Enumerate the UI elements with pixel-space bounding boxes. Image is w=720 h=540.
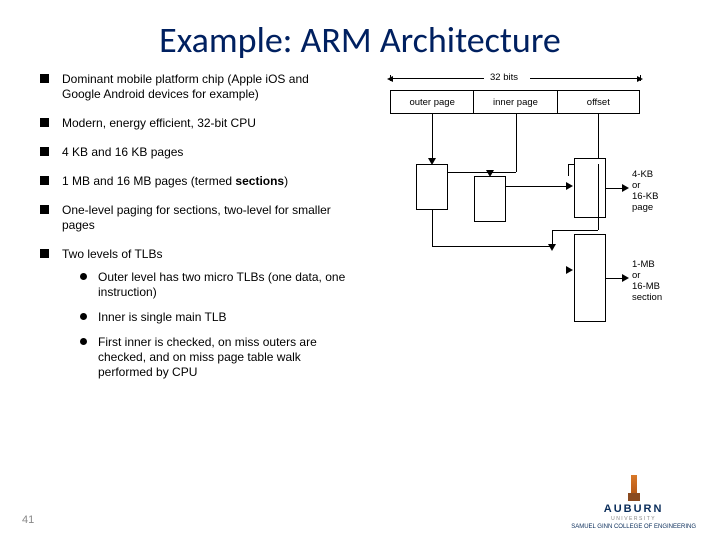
arrowhead bbox=[622, 184, 629, 192]
l1-table-box bbox=[416, 164, 448, 210]
sub-bullet-item: Inner is single main TLB bbox=[62, 310, 350, 325]
arrowhead bbox=[566, 182, 573, 190]
bullet-item: 4 KB and 16 KB pages bbox=[40, 145, 350, 160]
arrowhead bbox=[622, 274, 629, 282]
bullet-item: Dominant mobile platform chip (Apple iOS… bbox=[40, 72, 350, 102]
sub-bullet-item: Outer level has two micro TLBs (one data… bbox=[62, 270, 350, 300]
edge bbox=[568, 164, 569, 176]
edge bbox=[516, 114, 517, 172]
logo-text: AUBURN bbox=[571, 503, 696, 515]
page-number: 41 bbox=[22, 514, 34, 526]
field-offset: offset bbox=[558, 91, 639, 113]
section-size-label: 1-MB or 16-MB section bbox=[632, 260, 662, 304]
bits-label: 32 bits bbox=[490, 72, 518, 83]
arrowhead bbox=[548, 244, 556, 251]
arrowhead bbox=[566, 266, 573, 274]
bullet-item: 1 MB and 16 MB pages (termed sections) bbox=[40, 174, 350, 189]
diagram-column: 32 bits outer page inner page offset bbox=[360, 72, 690, 394]
tick bbox=[640, 75, 641, 81]
bullet-column: Dominant mobile platform chip (Apple iOS… bbox=[40, 72, 360, 394]
edge bbox=[432, 114, 433, 160]
bits-span-right bbox=[530, 78, 638, 79]
page-frame-box bbox=[574, 158, 606, 218]
edge bbox=[432, 210, 433, 246]
address-fields: outer page inner page offset bbox=[390, 90, 640, 114]
tick bbox=[390, 75, 391, 81]
slide-title: Example: ARM Architecture bbox=[0, 0, 720, 72]
bullet-item: Two levels of TLBs Outer level has two m… bbox=[40, 247, 350, 380]
edge bbox=[598, 164, 599, 230]
logo-college: SAMUEL GINN COLLEGE OF ENGINEERING bbox=[571, 524, 696, 530]
logo-subtext: UNIVERSITY bbox=[571, 516, 696, 522]
bullet-item: One-level paging for sections, two-level… bbox=[40, 203, 350, 233]
logo-tower-icon bbox=[626, 475, 642, 501]
edge bbox=[506, 186, 568, 187]
bullet-item: Modern, energy efficient, 32-bit CPU bbox=[40, 116, 350, 131]
edge bbox=[432, 246, 552, 247]
edge bbox=[598, 114, 599, 164]
field-inner-page: inner page bbox=[474, 91, 557, 113]
l2-table-box bbox=[474, 176, 506, 222]
university-logo: AUBURN UNIVERSITY SAMUEL GINN COLLEGE OF… bbox=[571, 475, 696, 530]
edge bbox=[448, 172, 490, 173]
section-frame-box bbox=[574, 234, 606, 322]
page-size-label: 4-KB or 16-KB page bbox=[632, 170, 658, 214]
edge bbox=[552, 230, 598, 231]
sub-bullet-item: First inner is checked, on miss outers a… bbox=[62, 335, 350, 380]
content-area: Dominant mobile platform chip (Apple iOS… bbox=[0, 72, 720, 394]
arm-paging-diagram: 32 bits outer page inner page offset bbox=[360, 72, 680, 332]
field-outer-page: outer page bbox=[391, 91, 474, 113]
bits-span-left bbox=[392, 78, 484, 79]
